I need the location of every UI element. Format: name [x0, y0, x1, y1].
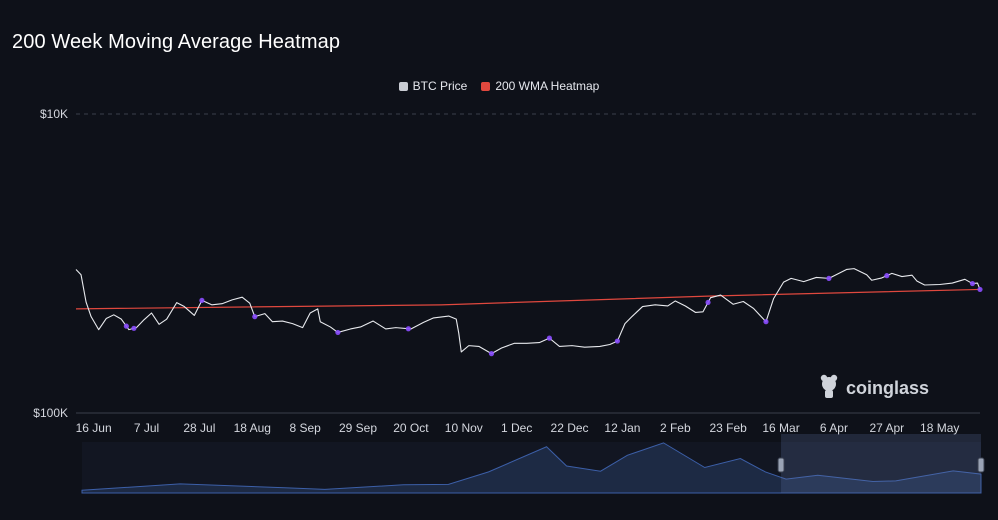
y-tick-label: $100K [33, 406, 68, 420]
heat-marker [705, 299, 711, 306]
navigator-handle-left[interactable] [777, 457, 785, 473]
navigator-area [81, 442, 982, 494]
heat-marker [884, 273, 890, 279]
legend-swatch-btc-price [398, 81, 408, 91]
heat-marker [335, 329, 341, 336]
x-tick-label: 1 Dec [501, 421, 532, 435]
heat-marker [546, 335, 553, 341]
x-tick-label: 27 Apr [869, 421, 904, 435]
brand-wordmark: coinglass [846, 378, 929, 398]
heat-marker [614, 338, 620, 344]
series-line-btc-price [75, 268, 981, 355]
chart-legend: BTC Price 200 WMA Heatmap [0, 79, 998, 93]
heat-marker [763, 319, 769, 325]
heat-marker [131, 325, 137, 331]
x-tick-label: 7 Jul [134, 421, 159, 435]
heat-marker [123, 323, 129, 329]
x-tick-label: 6 Apr [820, 421, 848, 435]
x-tick-label: 18 Aug [234, 421, 271, 435]
heat-marker [977, 286, 983, 293]
x-tick-label: 2 Feb [660, 421, 691, 435]
x-tick-label: 16 Jun [76, 421, 112, 435]
chart-title: 200 Week Moving Average Heatmap [12, 31, 341, 53]
x-tick-label: 12 Jan [604, 421, 640, 435]
legend-swatch-200-wma [481, 81, 491, 91]
x-tick-label: 16 Mar [762, 421, 799, 435]
navigator-handle-right[interactable] [977, 457, 985, 473]
heat-marker [488, 351, 495, 357]
x-tick-label: 8 Sep [289, 421, 321, 435]
x-tick-label: 28 Jul [183, 421, 215, 435]
x-tick-label: 23 Feb [710, 421, 748, 435]
x-tick-label: 29 Sep [339, 421, 377, 435]
navigator-selection[interactable] [781, 434, 981, 493]
x-tick-label: 20 Oct [393, 421, 429, 435]
series-line-200-wma [75, 288, 981, 310]
heat-marker [252, 314, 258, 320]
x-tick-label: 10 Nov [445, 421, 483, 435]
coinglass-logo-icon [820, 374, 838, 398]
heat-marker [199, 297, 205, 304]
legend-item-200-wma[interactable]: 200 WMA Heatmap [481, 79, 599, 93]
heat-marker [969, 280, 976, 287]
y-tick-label: $10K [40, 107, 68, 121]
x-tick-label: 18 May [920, 421, 959, 435]
heat-marker [405, 326, 411, 332]
legend-label-btc-price: BTC Price [412, 79, 468, 93]
legend-label-200-wma: 200 WMA Heatmap [495, 79, 600, 93]
heat-marker [826, 275, 832, 281]
legend-item-btc-price[interactable]: BTC Price [398, 79, 468, 93]
x-tick-label: 22 Dec [551, 421, 589, 435]
